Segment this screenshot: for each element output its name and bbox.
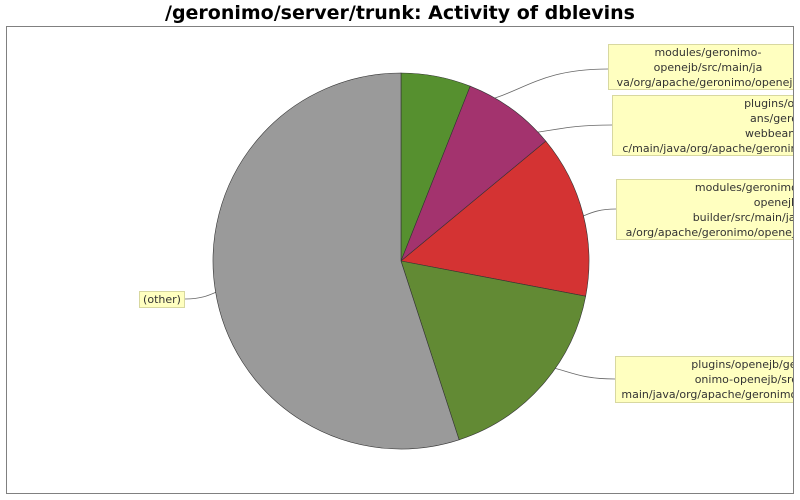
plot-area: modules/geronimo- openejb/src/main/ja va… [6,26,794,494]
slice-label-plugins-webbeans: plugins/ope ans/geroni webbeans-l c/main… [612,95,793,156]
pie-slice-plugins-webbeans [400,85,547,262]
pie-slice-plugins-openejb [400,260,587,441]
slice-label-plugins-openejb: plugins/openejb/ger onimo-openejb/src/ m… [615,356,793,403]
chart-title: /geronimo/server/trunk: Activity of dble… [165,2,635,24]
slice-label-modules-openejb-builder: modules/geronimo- openejb- builder/src/m… [616,179,793,240]
slice-label-other: (other) [139,291,185,308]
pie-slice-modules-openejb-builder [400,140,590,297]
slice-label-modules-openejb: modules/geronimo- openejb/src/main/ja va… [608,44,793,90]
pie-slice-other [212,72,460,450]
pie-chart [184,68,617,450]
